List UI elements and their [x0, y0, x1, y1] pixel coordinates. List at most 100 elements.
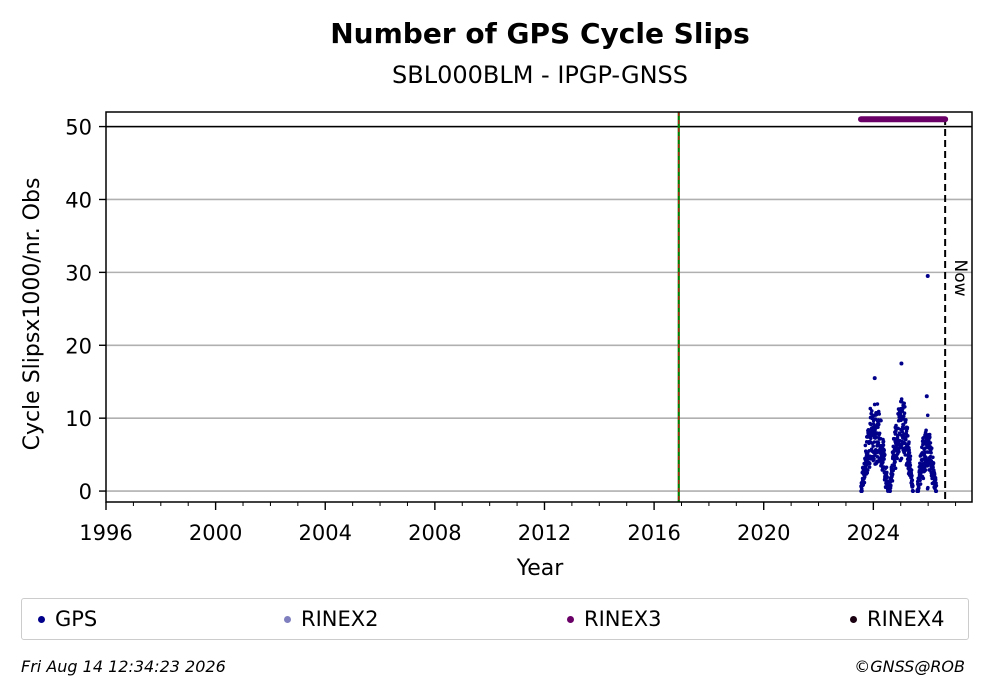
- gps-point: [899, 397, 904, 401]
- legend-item-gps: GPS: [38, 599, 97, 639]
- gps-point: [905, 434, 910, 438]
- gps-point: [911, 483, 915, 488]
- legend-label-rinex2: RINEX2: [301, 607, 379, 631]
- gps-point: [934, 481, 938, 485]
- gps-point: [925, 274, 930, 279]
- gps-point: [918, 478, 922, 483]
- gps-point: [881, 443, 886, 447]
- legend-marker-rinex2: [284, 615, 291, 623]
- gps-point: [902, 411, 907, 416]
- gps-point: [918, 482, 923, 486]
- gps-point: [925, 413, 930, 418]
- gps-point: [908, 457, 912, 462]
- legend-item-rinex3: RINEX3: [567, 599, 662, 639]
- gps-point: [885, 479, 890, 483]
- gps-point: [884, 465, 889, 470]
- gps-point: [893, 460, 897, 464]
- gps-point: [908, 463, 913, 468]
- gps-point: [929, 450, 933, 455]
- gps-point: [875, 402, 880, 406]
- gps-point: [907, 440, 911, 444]
- marks-layer: Now: [677, 112, 970, 502]
- gps-point: [867, 461, 872, 466]
- gps-point: [901, 414, 906, 419]
- gps-point: [928, 441, 933, 445]
- gps-point: [911, 489, 915, 493]
- gps-point: [863, 443, 868, 448]
- y-tick-label: 0: [79, 480, 92, 504]
- gps-point: [932, 472, 937, 477]
- gps-point: [904, 418, 908, 422]
- gps-point: [895, 456, 899, 461]
- gps-point: [903, 404, 907, 409]
- gps-point: [901, 422, 906, 427]
- gps-point: [916, 486, 921, 491]
- gps-point: [919, 471, 923, 476]
- gps-point: [894, 429, 898, 433]
- gps-point: [899, 456, 904, 461]
- gps-point: [876, 425, 880, 430]
- gps-point: [924, 428, 928, 433]
- gps-point: [927, 432, 932, 437]
- gps-point: [862, 475, 867, 479]
- gps-point: [921, 476, 926, 481]
- gps-point: [869, 411, 873, 416]
- x-tick-label: 1996: [79, 521, 132, 545]
- gps-point: [871, 444, 875, 448]
- gps-point: [883, 452, 887, 457]
- gps-point: [882, 457, 886, 461]
- gps-point: [896, 426, 900, 431]
- gps-point: [903, 453, 908, 457]
- footer-credit: ©GNSS@ROB: [854, 657, 965, 676]
- gps-point: [881, 460, 885, 465]
- gps-point: [931, 461, 936, 466]
- footer-timestamp: Fri Aug 14 12:34:23 2026: [21, 657, 226, 676]
- x-tick-label: 2008: [408, 521, 461, 545]
- gps-point: [891, 444, 896, 449]
- gps-point: [890, 472, 895, 477]
- gps-point: [910, 478, 915, 483]
- gps-point: [892, 463, 897, 468]
- gps-point: [924, 394, 929, 399]
- gps-point: [885, 470, 889, 475]
- gps-point: [872, 402, 877, 407]
- gps-point: [881, 439, 886, 444]
- gps-point: [872, 457, 876, 461]
- gps-point: [910, 473, 914, 478]
- gps-point: [868, 436, 873, 440]
- gps-point: [903, 437, 908, 442]
- gps-point: [889, 483, 893, 488]
- gps-point: [908, 454, 913, 458]
- legend-label-rinex4: RINEX4: [867, 607, 945, 631]
- x-tick-label: 2000: [189, 521, 242, 545]
- gps-point: [885, 475, 889, 480]
- gps-point: [928, 435, 932, 439]
- plot-frame: [105, 111, 973, 503]
- gps-point: [870, 409, 874, 413]
- gps-point: [933, 477, 938, 482]
- legend-marker-rinex4: [850, 615, 857, 623]
- chart-title: Number of GPS Cycle Slips: [330, 17, 750, 50]
- gps-point: [920, 445, 924, 449]
- gps-point: [865, 463, 869, 467]
- legend-marker-gps: [38, 615, 45, 623]
- gps-point: [862, 480, 867, 485]
- gps-point: [934, 483, 939, 488]
- x-tick-label: 2024: [847, 521, 900, 545]
- legend-item-rinex4: RINEX4: [850, 599, 945, 639]
- now-label: Now: [950, 259, 970, 296]
- y-tick-label: 50: [65, 116, 92, 140]
- y-tick-label: 10: [65, 407, 92, 431]
- gps-point: [879, 418, 883, 423]
- gps-point: [900, 429, 904, 434]
- legend-marker-rinex3: [567, 615, 574, 623]
- gps-point: [905, 425, 910, 430]
- gps-point: [865, 471, 870, 475]
- gps-point: [865, 451, 870, 456]
- gps-point: [931, 465, 935, 470]
- gps-point: [899, 361, 904, 366]
- y-tick-label: 40: [65, 188, 92, 212]
- gps-point: [874, 435, 878, 439]
- gps-point: [907, 450, 912, 455]
